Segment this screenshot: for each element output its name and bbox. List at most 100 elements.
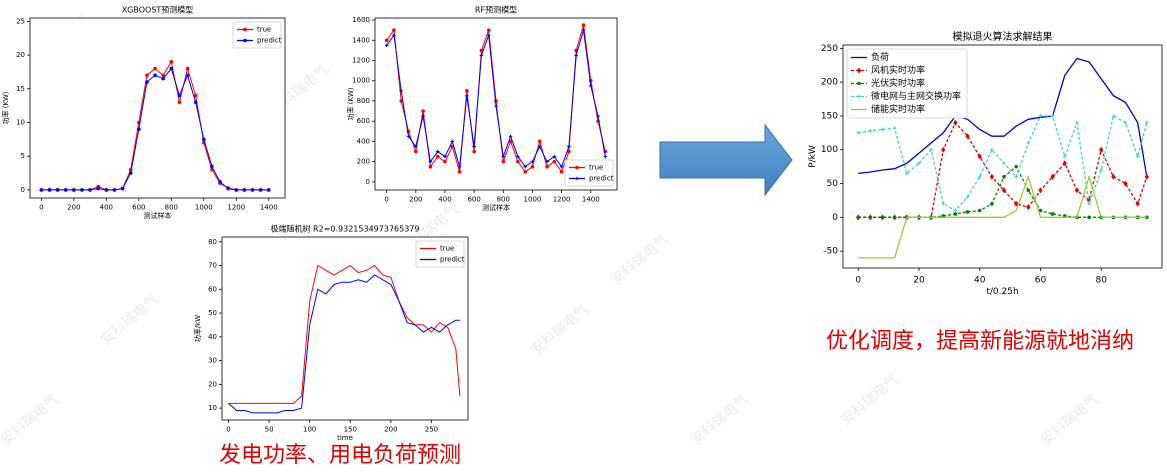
marker bbox=[1111, 173, 1116, 180]
marker bbox=[201, 137, 206, 142]
marker bbox=[1001, 187, 1007, 194]
x-tick-label: 800 bbox=[497, 196, 510, 204]
x-tick-label: 0 bbox=[226, 426, 230, 434]
marker bbox=[185, 73, 190, 78]
marker bbox=[559, 164, 564, 169]
marker bbox=[72, 188, 76, 192]
marker bbox=[545, 159, 549, 164]
marker bbox=[414, 144, 418, 149]
marker bbox=[1026, 188, 1031, 193]
marker bbox=[234, 188, 239, 192]
marker bbox=[880, 215, 885, 220]
marker bbox=[965, 195, 970, 199]
x-tick-label: 1200 bbox=[227, 204, 245, 212]
marker bbox=[868, 129, 873, 133]
y-tick-label: 1600 bbox=[352, 16, 370, 24]
x-tick-label: 800 bbox=[165, 204, 178, 212]
y-tick-label: 200 bbox=[821, 78, 838, 88]
marker bbox=[953, 119, 958, 126]
marker bbox=[399, 99, 404, 103]
marker bbox=[1145, 215, 1149, 220]
legend-label: predict bbox=[440, 256, 465, 264]
marker bbox=[929, 147, 933, 152]
marker bbox=[457, 164, 462, 169]
chart-title: 模拟退火算法求解结果 bbox=[953, 30, 1053, 43]
marker bbox=[575, 165, 579, 170]
marker bbox=[161, 76, 165, 81]
marker bbox=[990, 202, 994, 206]
x-axis-label: t/0.25h bbox=[986, 287, 1018, 297]
marker bbox=[39, 188, 44, 192]
marker bbox=[120, 186, 125, 191]
marker bbox=[1144, 173, 1149, 180]
legend-label: true bbox=[257, 26, 271, 34]
y-tick-label: -50 bbox=[823, 247, 838, 257]
y-axis-label: 功率 (KW) bbox=[1, 91, 10, 124]
marker bbox=[435, 154, 440, 159]
marker bbox=[428, 159, 433, 164]
marker bbox=[185, 66, 190, 71]
marker bbox=[153, 66, 157, 71]
y-tick-label: 1000 bbox=[352, 77, 370, 85]
x-axis-label: 测试样本 bbox=[144, 211, 172, 220]
marker bbox=[941, 146, 946, 153]
marker bbox=[1038, 114, 1043, 118]
marker bbox=[588, 83, 593, 88]
marker bbox=[392, 33, 396, 37]
marker bbox=[856, 131, 860, 135]
marker bbox=[581, 28, 586, 32]
marker bbox=[552, 159, 557, 164]
y-tick-label: 50 bbox=[827, 179, 839, 189]
marker bbox=[1135, 154, 1140, 159]
marker bbox=[856, 215, 860, 220]
x-tick-label: 100 bbox=[303, 426, 316, 434]
watermark: 安科瑞电气 bbox=[98, 291, 162, 348]
marker bbox=[1062, 160, 1067, 167]
y-tick-label: 400 bbox=[357, 137, 370, 145]
marker bbox=[128, 171, 133, 175]
series-line bbox=[228, 264, 461, 404]
marker bbox=[1099, 168, 1104, 172]
marker bbox=[1038, 208, 1043, 213]
marker bbox=[977, 153, 982, 160]
marker bbox=[1050, 212, 1055, 216]
y-tick-label: 40 bbox=[208, 333, 217, 341]
marker bbox=[104, 188, 109, 192]
marker bbox=[465, 89, 469, 93]
legend-label: predict bbox=[257, 37, 282, 45]
marker bbox=[965, 133, 970, 140]
marker bbox=[384, 43, 389, 48]
marker bbox=[977, 174, 982, 179]
marker bbox=[857, 94, 861, 99]
chart: 模拟退火算法求解结果 t/0.25h P/kW 0 20 40 60 80 -50 0 50 100 1… bbox=[808, 30, 1163, 297]
marker bbox=[501, 159, 506, 164]
marker bbox=[508, 139, 513, 144]
marker bbox=[226, 186, 230, 191]
y-axis-label: P/kW bbox=[808, 145, 818, 168]
y-tick-label: 1400 bbox=[352, 36, 370, 44]
marker bbox=[892, 126, 897, 130]
marker bbox=[1075, 120, 1079, 125]
marker bbox=[258, 188, 263, 192]
marker bbox=[169, 60, 174, 64]
marker bbox=[145, 80, 149, 84]
x-tick-label: 600 bbox=[132, 204, 145, 212]
marker bbox=[516, 154, 520, 159]
marker bbox=[990, 147, 994, 152]
marker bbox=[1038, 187, 1043, 194]
marker bbox=[266, 188, 271, 192]
marker bbox=[523, 164, 527, 169]
marker bbox=[552, 154, 557, 159]
y-tick-label: 80 bbox=[208, 238, 217, 246]
marker bbox=[443, 159, 447, 164]
marker bbox=[1014, 174, 1018, 179]
marker bbox=[137, 127, 141, 132]
y-tick-label: 15 bbox=[16, 85, 25, 93]
marker bbox=[905, 171, 909, 176]
marker bbox=[169, 66, 174, 71]
chart: 极端随机树 R2=0.9321534973765379 time 功率/kW 0 50 1… bbox=[193, 224, 469, 442]
marker bbox=[421, 114, 425, 118]
y-tick-label: 250 bbox=[821, 44, 838, 54]
marker bbox=[112, 188, 117, 192]
marker bbox=[1123, 180, 1128, 187]
